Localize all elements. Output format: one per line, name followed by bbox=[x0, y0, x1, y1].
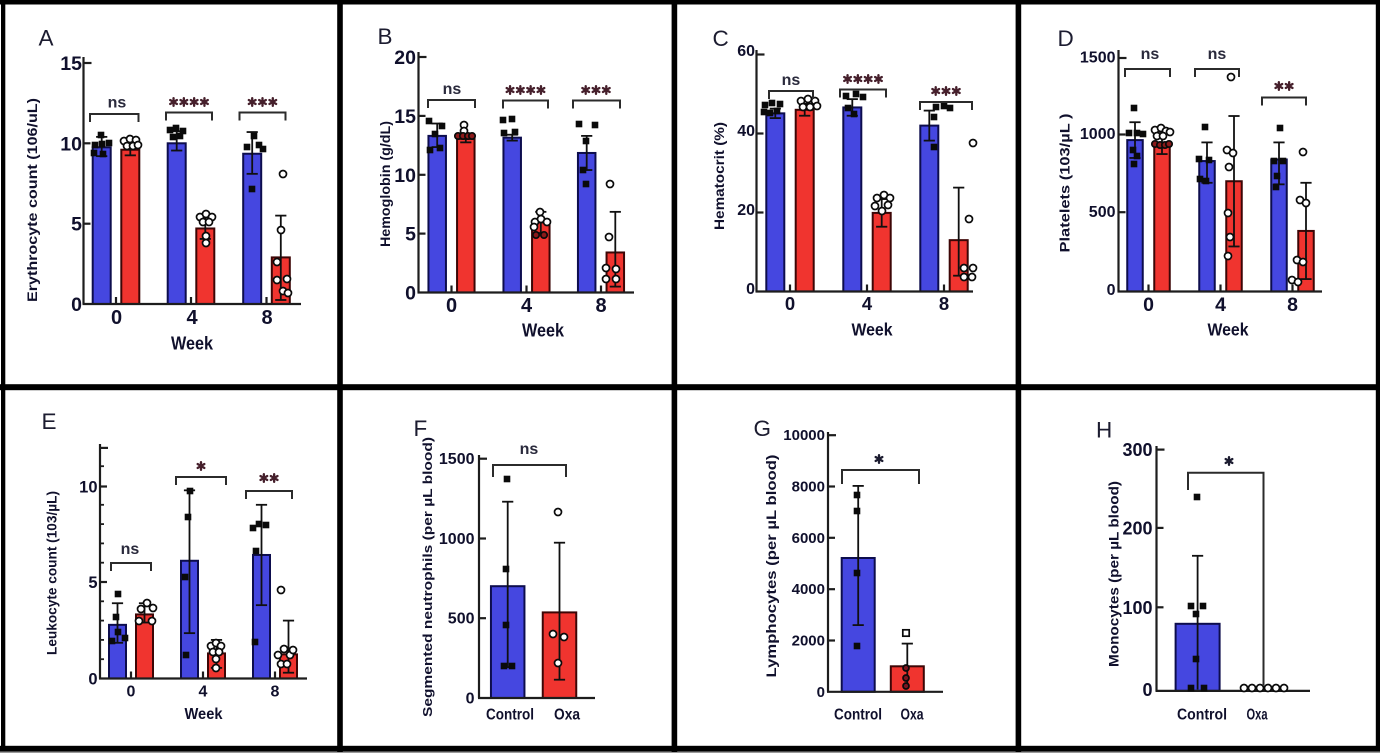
svg-text:8: 8 bbox=[595, 295, 606, 317]
svg-text:E: E bbox=[42, 409, 57, 434]
svg-text:6000: 6000 bbox=[792, 530, 825, 547]
svg-text:10: 10 bbox=[394, 165, 416, 187]
svg-text:0: 0 bbox=[1107, 282, 1116, 299]
svg-text:ns: ns bbox=[1141, 46, 1160, 63]
svg-text:4: 4 bbox=[1215, 294, 1226, 316]
svg-text:Week: Week bbox=[1208, 320, 1249, 340]
svg-text:0: 0 bbox=[466, 691, 475, 708]
svg-text:Week: Week bbox=[185, 706, 223, 723]
svg-text:4: 4 bbox=[186, 307, 198, 329]
svg-text:Control: Control bbox=[834, 707, 882, 724]
svg-text:Oxa: Oxa bbox=[1247, 707, 1268, 724]
svg-text:ns: ns bbox=[108, 95, 127, 112]
svg-text:A: A bbox=[39, 26, 54, 51]
svg-text:8: 8 bbox=[939, 293, 949, 314]
svg-text:200: 200 bbox=[1122, 518, 1152, 538]
svg-text:15: 15 bbox=[394, 106, 416, 128]
svg-text:0: 0 bbox=[405, 283, 416, 305]
svg-text:Week: Week bbox=[852, 320, 893, 340]
svg-text:10: 10 bbox=[60, 133, 82, 155]
svg-text:ns: ns bbox=[443, 81, 462, 98]
svg-text:2000: 2000 bbox=[792, 633, 825, 650]
svg-text:40: 40 bbox=[737, 123, 755, 140]
svg-text:0: 0 bbox=[1142, 680, 1152, 700]
svg-text:0: 0 bbox=[746, 281, 755, 298]
svg-text:D: D bbox=[1058, 26, 1074, 51]
svg-text:ns: ns bbox=[121, 541, 140, 558]
svg-text:Platelets (103/µL ): Platelets (103/µL ) bbox=[1058, 114, 1073, 253]
svg-text:1500: 1500 bbox=[439, 451, 475, 468]
svg-text:Week: Week bbox=[171, 334, 214, 354]
svg-text:4000: 4000 bbox=[792, 581, 825, 598]
svg-text:500: 500 bbox=[448, 611, 475, 628]
svg-text:100: 100 bbox=[1122, 598, 1152, 618]
svg-text:8: 8 bbox=[1287, 294, 1298, 316]
svg-text:500: 500 bbox=[1089, 204, 1116, 221]
svg-text:4: 4 bbox=[199, 684, 208, 701]
svg-text:0: 0 bbox=[127, 684, 136, 701]
svg-text:Control: Control bbox=[486, 707, 534, 724]
svg-text:Week: Week bbox=[522, 321, 565, 341]
svg-text:0: 0 bbox=[1143, 294, 1154, 316]
svg-text:5: 5 bbox=[71, 214, 82, 236]
svg-text:5: 5 bbox=[405, 224, 416, 246]
svg-text:10: 10 bbox=[79, 479, 97, 497]
svg-text:0: 0 bbox=[817, 684, 825, 701]
svg-text:F: F bbox=[414, 416, 428, 441]
svg-text:Hematocrit (%): Hematocrit (%) bbox=[712, 122, 727, 230]
svg-text:20: 20 bbox=[394, 47, 416, 69]
svg-text:8: 8 bbox=[271, 684, 280, 701]
svg-text:Oxa: Oxa bbox=[901, 707, 924, 724]
svg-text:B: B bbox=[378, 24, 393, 49]
svg-text:0: 0 bbox=[71, 294, 82, 316]
svg-text:1500: 1500 bbox=[1080, 50, 1116, 67]
svg-text:Leukocyte count (103/µL): Leukocyte count (103/µL) bbox=[45, 491, 60, 655]
svg-text:10000: 10000 bbox=[783, 427, 825, 444]
svg-text:8: 8 bbox=[261, 307, 272, 329]
svg-text:20: 20 bbox=[737, 202, 755, 219]
svg-text:Oxa: Oxa bbox=[554, 707, 580, 724]
svg-text:Segmented neutrophils (per µL: Segmented neutrophils (per µL blood) bbox=[420, 437, 435, 717]
svg-text:15: 15 bbox=[60, 53, 82, 75]
svg-text:Erythrocyte count (106/uL): Erythrocyte count (106/uL) bbox=[25, 98, 40, 302]
svg-text:ns: ns bbox=[520, 441, 539, 458]
svg-text:1000: 1000 bbox=[1080, 126, 1116, 143]
svg-text:ns: ns bbox=[782, 72, 801, 89]
svg-text:60: 60 bbox=[737, 43, 755, 60]
svg-text:0: 0 bbox=[88, 671, 97, 689]
svg-text:0: 0 bbox=[785, 293, 795, 314]
svg-text:5: 5 bbox=[88, 574, 97, 592]
svg-text:4: 4 bbox=[862, 293, 873, 314]
svg-text:Lymphocytes (per µL blood): Lymphocytes (per µL blood) bbox=[764, 455, 779, 678]
svg-text:H: H bbox=[1096, 418, 1112, 443]
svg-text:0: 0 bbox=[111, 307, 122, 329]
svg-text:G: G bbox=[754, 416, 772, 441]
svg-text:C: C bbox=[713, 26, 729, 51]
svg-text:300: 300 bbox=[1122, 440, 1152, 460]
svg-text:Monocytes (per µL blood): Monocytes (per µL blood) bbox=[1107, 481, 1122, 667]
svg-text:ns: ns bbox=[1208, 46, 1227, 63]
svg-text:8000: 8000 bbox=[792, 479, 825, 496]
svg-text:0: 0 bbox=[446, 295, 457, 317]
svg-text:1000: 1000 bbox=[439, 531, 475, 548]
svg-text:Hemoglobin (g/dL): Hemoglobin (g/dL) bbox=[378, 121, 393, 247]
svg-text:4: 4 bbox=[521, 295, 533, 317]
svg-text:Control: Control bbox=[1177, 707, 1227, 724]
